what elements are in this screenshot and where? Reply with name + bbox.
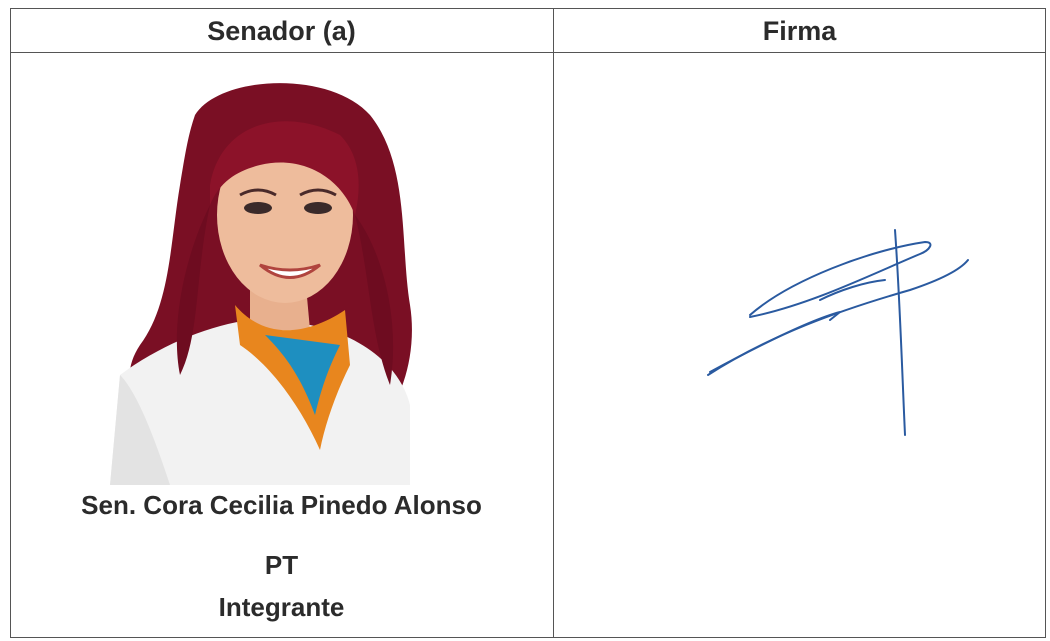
signature (707, 229, 969, 436)
header-divider (10, 52, 1046, 53)
senator-photo (110, 83, 412, 485)
senator-name: Sen. Cora Cecilia Pinedo Alonso (81, 490, 482, 520)
senator-role: Integrante (218, 592, 345, 622)
column-divider (553, 8, 554, 638)
header-cell: Firma (762, 16, 837, 46)
table-border (10, 8, 1046, 638)
senator-party: PT (264, 550, 299, 580)
header-cell: Senador (a) (207, 16, 356, 46)
